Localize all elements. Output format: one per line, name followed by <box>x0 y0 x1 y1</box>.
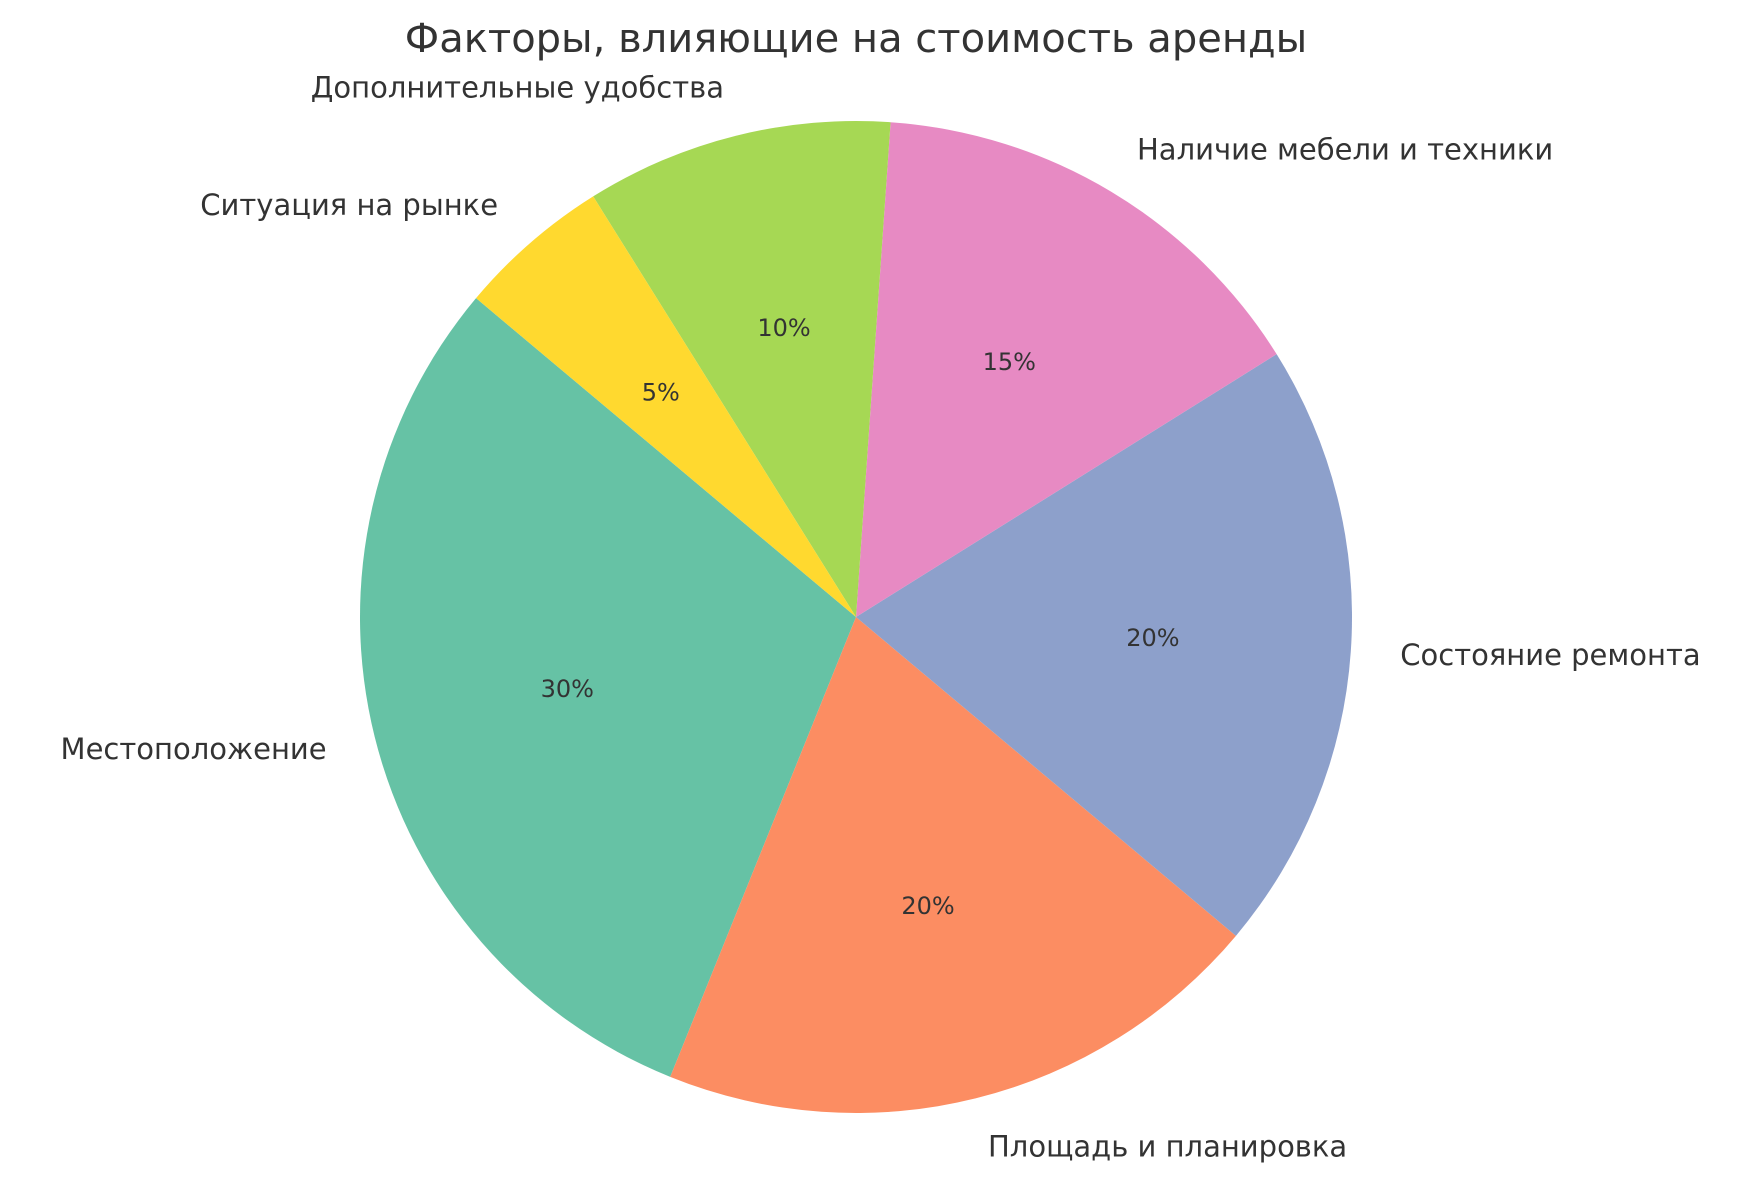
slice-category-label: Площадь и планировка <box>988 1129 1347 1163</box>
slice-percent-label: 20% <box>901 892 954 920</box>
pie-slice <box>856 354 1352 936</box>
slice-percent-label: 10% <box>757 314 810 342</box>
pie-slice <box>670 617 1236 1113</box>
slice-category-label: Состояние ремонта <box>1400 638 1700 672</box>
pie-slice <box>593 120 891 617</box>
slice-percent-label: 15% <box>983 348 1036 376</box>
pie-slices <box>359 120 1352 1113</box>
pie-slice <box>476 196 856 617</box>
slice-category-label: Дополнительные удобства <box>311 71 724 105</box>
pie-slice <box>359 298 856 1077</box>
slice-labels: Местоположение Площадь и планировка Состоя… <box>61 71 1701 1164</box>
chart-title: Факторы, влияющие на стоимость аренды <box>405 16 1307 62</box>
percent-labels: 30% 20% 20% 15% 10% 5% <box>541 314 1180 920</box>
slice-percent-label: 30% <box>541 675 594 703</box>
slice-percent-label: 5% <box>642 378 680 406</box>
slice-percent-label: 20% <box>1126 624 1179 652</box>
slice-category-label: Ситуация на рынке <box>200 188 498 222</box>
slice-category-label: Местоположение <box>61 732 327 766</box>
pie-slice <box>856 122 1277 618</box>
slice-category-label: Наличие мебели и техники <box>1137 132 1553 166</box>
